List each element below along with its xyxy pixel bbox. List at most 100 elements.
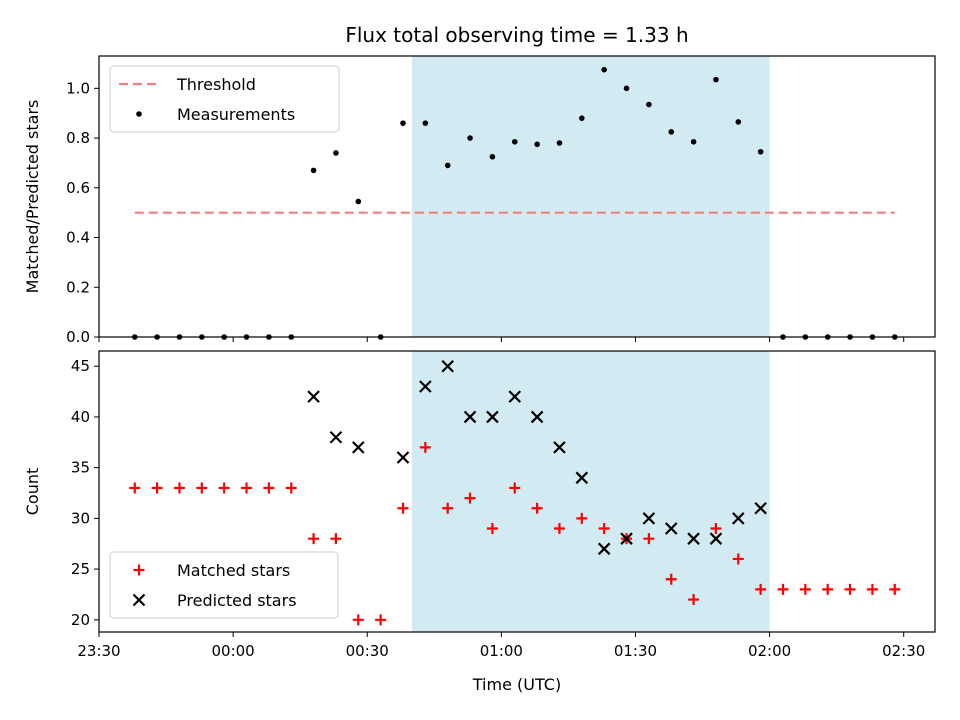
data-point (419, 441, 431, 453)
data-point (307, 390, 320, 403)
y-tick-label: 30 (71, 509, 90, 527)
data-point (241, 482, 253, 494)
data-point (396, 451, 410, 464)
data-point (397, 502, 409, 514)
legend-label: Predicted stars (177, 591, 297, 610)
data-point (710, 523, 722, 535)
data-point (375, 614, 387, 626)
data-point (575, 471, 589, 485)
data-point (688, 594, 700, 606)
observing-window-span (411, 56, 770, 337)
data-point (129, 482, 141, 494)
data-point (218, 482, 230, 494)
y-tick-label: 0.2 (66, 278, 90, 296)
data-point (352, 614, 364, 626)
data-point (754, 501, 767, 515)
data-point (444, 162, 451, 169)
data-point (441, 359, 454, 373)
x-tick-label: 00:30 (346, 642, 389, 660)
data-point (601, 66, 607, 73)
data-point (489, 153, 496, 160)
data-point (553, 441, 566, 454)
data-point (400, 120, 406, 126)
data-point (467, 135, 473, 141)
data-point (844, 583, 856, 595)
data-point (799, 583, 811, 595)
axes-frame (98, 55, 936, 338)
data-point (597, 542, 611, 556)
data-point (486, 410, 499, 424)
data-point (355, 198, 362, 205)
y-tick-label: 40 (71, 408, 90, 426)
data-point (822, 583, 834, 595)
x-tick-label: 01:00 (480, 642, 523, 660)
legend-box (109, 65, 340, 133)
legend-label: Matched stars (177, 561, 290, 580)
data-point (329, 430, 343, 444)
y-axis-label: Matched/Predicted stars (23, 100, 42, 294)
data-point (534, 141, 540, 148)
legend-label: Threshold (176, 75, 256, 94)
y-tick-label: 35 (71, 459, 90, 477)
data-point (173, 482, 185, 494)
axes-frame (98, 350, 936, 633)
data-point (263, 482, 275, 494)
data-point (757, 148, 764, 155)
data-point (687, 532, 700, 545)
data-point (442, 502, 454, 514)
data-point (713, 76, 719, 83)
data-point (422, 120, 429, 126)
data-point (889, 583, 901, 595)
observing-window-span (411, 351, 770, 632)
data-point (308, 533, 320, 545)
x-axis-label: Time (UTC) (472, 675, 561, 694)
data-point (690, 138, 697, 145)
data-point (735, 119, 742, 125)
y-tick-label: 25 (71, 560, 90, 578)
legend-marker (136, 111, 142, 117)
data-point (646, 101, 652, 108)
x-tick-label: 00:00 (212, 642, 255, 660)
data-point (463, 410, 477, 424)
y-tick-label: 0.0 (66, 328, 90, 346)
legend-box (109, 551, 339, 619)
data-point (509, 482, 521, 494)
counts-panel: 20 25 30 35 40 45 23:30 00:00 00:30 01:00 01:30 02:… (23, 350, 936, 660)
data-point (665, 573, 677, 585)
data-point (556, 140, 563, 146)
data-point (866, 583, 878, 595)
data-point (508, 390, 522, 403)
y-tick-label: 1.0 (66, 79, 90, 97)
data-point (643, 533, 655, 545)
data-point (285, 482, 297, 494)
data-point (642, 512, 656, 525)
measurements-panel: 0.0 0.2 0.4 0.6 0.8 1.0 Matched/Predicted star… (23, 55, 936, 346)
data-point (486, 523, 498, 535)
y-tick-label: 0.8 (66, 129, 90, 147)
x-tick-label: 02:30 (882, 642, 925, 660)
data-point (352, 441, 365, 454)
y-tick-label: 0.4 (66, 229, 90, 247)
legend-label: Measurements (177, 105, 295, 124)
data-point (553, 523, 565, 535)
x-tick-label: 01:30 (614, 642, 657, 660)
y-tick-label: 0.6 (66, 179, 90, 197)
data-point (732, 512, 745, 525)
data-point (709, 532, 723, 545)
data-point (310, 167, 317, 174)
data-point (579, 115, 585, 121)
legend-marker (132, 593, 146, 607)
x-tick-label: 23:30 (77, 642, 120, 660)
data-point (531, 502, 543, 514)
data-point (196, 482, 208, 494)
data-point (419, 380, 432, 393)
data-point (333, 150, 339, 156)
data-point (755, 583, 767, 595)
data-point (623, 85, 630, 92)
data-point (511, 138, 518, 145)
x-tick-label: 02:00 (748, 642, 791, 660)
data-point (620, 532, 633, 545)
data-point (777, 583, 789, 595)
legend-marker (133, 564, 145, 576)
